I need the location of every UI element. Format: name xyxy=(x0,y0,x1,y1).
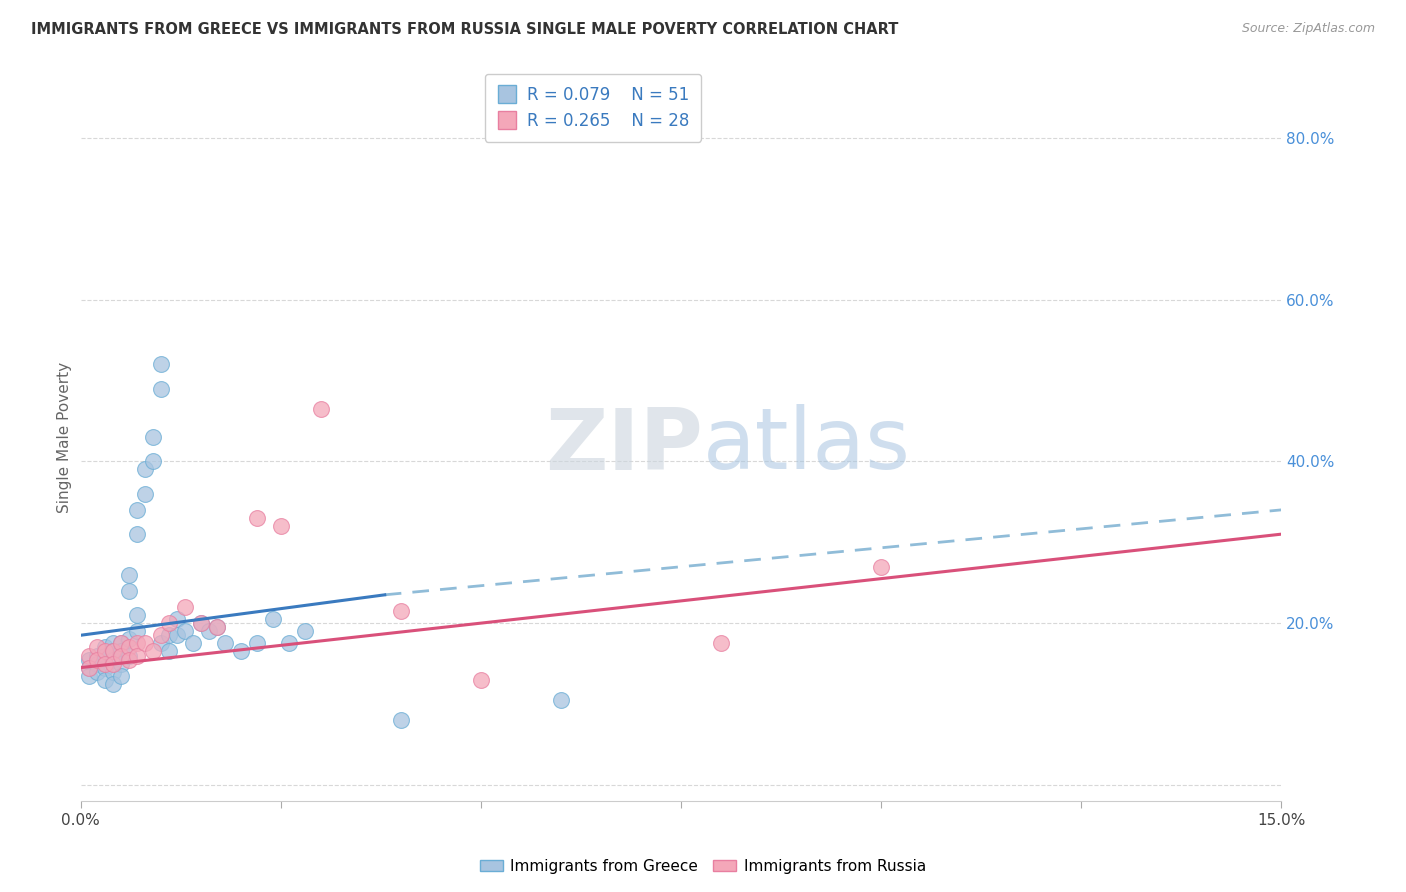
Point xyxy=(86,640,108,655)
Point xyxy=(110,648,132,663)
Point xyxy=(205,620,228,634)
Point xyxy=(93,648,115,663)
Point xyxy=(101,652,124,666)
Point xyxy=(101,636,124,650)
Point xyxy=(173,624,195,639)
Point xyxy=(246,511,269,525)
Point xyxy=(470,673,492,687)
Point xyxy=(117,567,139,582)
Point xyxy=(86,652,108,666)
Point xyxy=(157,616,180,631)
Text: IMMIGRANTS FROM GREECE VS IMMIGRANTS FROM RUSSIA SINGLE MALE POVERTY CORRELATION: IMMIGRANTS FROM GREECE VS IMMIGRANTS FRO… xyxy=(31,22,898,37)
Point xyxy=(166,612,188,626)
Point xyxy=(125,608,148,623)
Point xyxy=(86,657,108,671)
Point xyxy=(157,628,180,642)
Point xyxy=(134,462,156,476)
Point xyxy=(86,665,108,679)
Point xyxy=(77,652,100,666)
Legend: Immigrants from Greece, Immigrants from Russia: Immigrants from Greece, Immigrants from … xyxy=(474,853,932,880)
Text: atlas: atlas xyxy=(703,404,911,488)
Point xyxy=(277,636,299,650)
Point xyxy=(197,624,219,639)
Point xyxy=(142,454,165,468)
Point xyxy=(101,657,124,671)
Point xyxy=(134,636,156,650)
Point xyxy=(77,660,100,674)
Point xyxy=(77,648,100,663)
Point xyxy=(294,624,316,639)
Point xyxy=(101,677,124,691)
Point xyxy=(110,657,132,671)
Point xyxy=(110,636,132,650)
Point xyxy=(214,636,236,650)
Point xyxy=(246,636,269,650)
Point xyxy=(142,430,165,444)
Point xyxy=(77,660,100,674)
Point xyxy=(117,583,139,598)
Point xyxy=(157,644,180,658)
Point xyxy=(389,713,412,727)
Point xyxy=(149,628,172,642)
Text: Source: ZipAtlas.com: Source: ZipAtlas.com xyxy=(1241,22,1375,36)
Point xyxy=(93,673,115,687)
Point xyxy=(389,604,412,618)
Point xyxy=(93,640,115,655)
Point xyxy=(110,644,132,658)
Point xyxy=(110,669,132,683)
Point xyxy=(142,644,165,658)
Point xyxy=(262,612,284,626)
Point xyxy=(125,648,148,663)
Point xyxy=(309,401,332,416)
Point xyxy=(125,527,148,541)
Point xyxy=(125,503,148,517)
Point xyxy=(181,636,204,650)
Point xyxy=(117,632,139,647)
Point xyxy=(205,620,228,634)
Point xyxy=(166,628,188,642)
Legend: R = 0.079    N = 51, R = 0.265    N = 28: R = 0.079 N = 51, R = 0.265 N = 28 xyxy=(485,74,700,142)
Point xyxy=(173,599,195,614)
Point xyxy=(93,660,115,674)
Point xyxy=(149,382,172,396)
Point xyxy=(117,640,139,655)
Point xyxy=(190,616,212,631)
Point xyxy=(77,669,100,683)
Point xyxy=(101,644,124,658)
Point xyxy=(125,624,148,639)
Point xyxy=(86,648,108,663)
Text: ZIP: ZIP xyxy=(546,404,703,488)
Point xyxy=(870,559,893,574)
Point xyxy=(149,636,172,650)
Point xyxy=(134,486,156,500)
Point xyxy=(117,652,139,666)
Point xyxy=(125,636,148,650)
Y-axis label: Single Male Poverty: Single Male Poverty xyxy=(58,361,72,513)
Point xyxy=(93,657,115,671)
Point xyxy=(110,636,132,650)
Point xyxy=(710,636,733,650)
Point xyxy=(270,519,292,533)
Point xyxy=(190,616,212,631)
Point xyxy=(149,357,172,371)
Point xyxy=(117,648,139,663)
Point xyxy=(550,693,572,707)
Point xyxy=(101,644,124,658)
Point xyxy=(229,644,252,658)
Point xyxy=(101,665,124,679)
Point xyxy=(93,644,115,658)
